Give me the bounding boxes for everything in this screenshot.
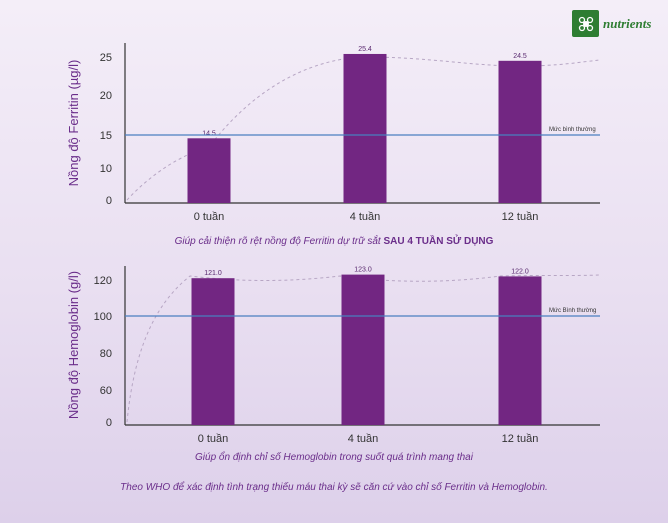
hemoglobin-bar bbox=[191, 278, 235, 425]
ferritin-ytick-label: 0 bbox=[106, 195, 112, 207]
hemoglobin-bar-value-label: 122.0 bbox=[511, 268, 529, 275]
hemoglobin-bar-value-label: 121.0 bbox=[204, 270, 222, 277]
ferritin-reference-label: Mức bình thường bbox=[549, 127, 596, 133]
ferritin-caption-text: Giúp cải thiện rõ rệt nồng độ Ferritin d… bbox=[174, 236, 381, 247]
ferritin-ytick-label: 15 bbox=[100, 130, 112, 142]
ferritin-category-label: 12 tuần bbox=[502, 211, 539, 223]
hemoglobin-ytick-label: 80 bbox=[100, 348, 112, 360]
ferritin-bar-value-label: 24.5 bbox=[513, 53, 527, 60]
ferritin-bar-value-label: 25.4 bbox=[358, 46, 372, 53]
hemoglobin-bar bbox=[498, 276, 542, 425]
footnote: Theo WHO để xác định tình trạng thiếu má… bbox=[120, 482, 548, 493]
hemoglobin-category-label: 12 tuần bbox=[502, 433, 539, 445]
hemoglobin-ytick-label: 60 bbox=[100, 385, 112, 397]
ferritin-ytick-label: 25 bbox=[100, 52, 112, 64]
ferritin-caption-bold: SAU 4 TUẦN SỬ DỤNG bbox=[383, 236, 494, 247]
ferritin-bar bbox=[498, 60, 542, 203]
brand-logo: nutrients bbox=[572, 10, 651, 37]
hemoglobin-caption: Giúp ổn định chỉ số Hemoglobin trong suố… bbox=[0, 452, 668, 463]
hemoglobin-reference-label: Mức Bình thường bbox=[549, 308, 596, 314]
leaf-icon bbox=[572, 10, 599, 37]
hemoglobin-chart: 0 60 80 100 120 Nồng độ Hemoglobin (g/l) 121.0… bbox=[66, 266, 601, 445]
ferritin-chart: 0 10 15 20 25 Nồng độ Ferritin (µg/l) 14.5 0 tu… bbox=[66, 43, 601, 223]
hemoglobin-ytick-label: 100 bbox=[94, 311, 112, 323]
hemoglobin-trend-curve bbox=[126, 274, 601, 423]
ferritin-caption: Giúp cải thiện rõ rệt nồng độ Ferritin d… bbox=[0, 236, 668, 247]
ferritin-bar-value-label: 14.5 bbox=[202, 130, 216, 137]
hemoglobin-ytick-label: 0 bbox=[106, 417, 112, 429]
hemoglobin-bar bbox=[341, 274, 385, 425]
hemoglobin-category-label: 0 tuần bbox=[198, 433, 229, 445]
hemoglobin-ytick-label: 120 bbox=[94, 275, 112, 287]
ferritin-bar bbox=[187, 138, 231, 203]
ferritin-bar bbox=[343, 53, 387, 204]
brand-name: nutrients bbox=[603, 15, 652, 31]
ferritin-category-label: 0 tuần bbox=[194, 211, 225, 223]
hemoglobin-bar-value-label: 123.0 bbox=[354, 267, 372, 274]
ferritin-ytick-label: 20 bbox=[100, 90, 112, 102]
ferritin-category-label: 4 tuần bbox=[350, 211, 381, 223]
ferritin-ytick-label: 10 bbox=[100, 163, 112, 175]
hemoglobin-category-label: 4 tuần bbox=[348, 433, 379, 445]
hemoglobin-caption-text: Giúp ổn định chỉ số Hemoglobin trong suố… bbox=[195, 452, 473, 463]
ferritin-ylabel: Nồng độ Ferritin (µg/l) bbox=[66, 60, 81, 187]
hemoglobin-ylabel: Nồng độ Hemoglobin (g/l) bbox=[66, 271, 81, 419]
